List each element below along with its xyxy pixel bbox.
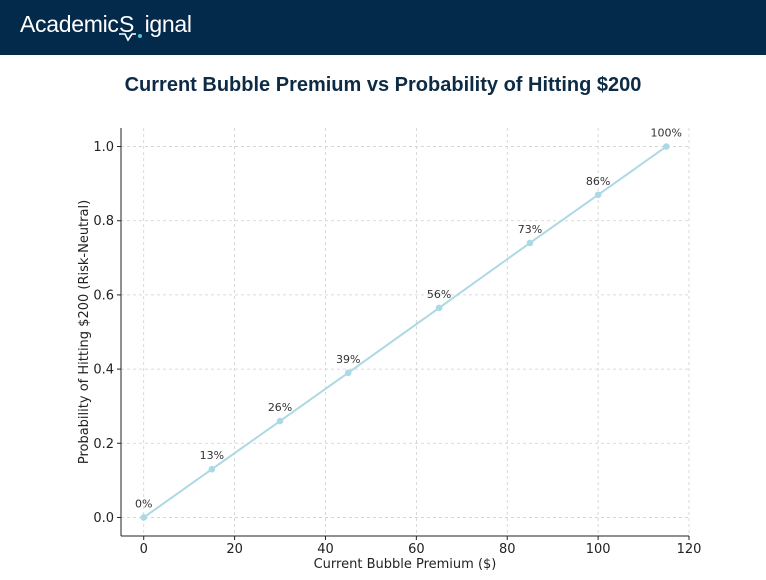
y-tick-label: 0.0 [93,511,114,526]
logo-signal-icon: S [118,10,145,44]
data-label: 26% [268,401,292,414]
y-tick-label: 0.2 [93,437,114,452]
y-axis-label: Probability of Hitting $200 (Risk-Neutra… [77,200,92,464]
data-point [344,369,352,377]
data-points [140,143,670,521]
series-line [143,145,667,519]
data-label: 100% [651,127,682,140]
logo-text-academic: Academic [20,11,119,37]
data-point [594,191,602,199]
data-label: 86% [586,175,610,188]
x-tick-label: 100 [586,542,611,557]
data-point [526,239,534,247]
data-point [140,514,148,521]
data-label: 56% [427,288,451,301]
x-tick-label: 60 [408,542,425,557]
x-tick-label: 40 [317,542,334,557]
y-tick-label: 0.6 [93,288,114,303]
x-tick-label: 20 [226,542,243,557]
data-point [662,143,670,150]
axes [117,128,690,540]
x-axis-label: Current Bubble Premium ($) [314,557,497,572]
data-point [208,465,216,473]
tick-labels: 0 20 40 60 80 100 120 0.0 0.2 0.4 0.6 0.8 1.0 [93,140,701,557]
header-bar: Academic S ignal [0,0,766,55]
logo-text-signal: ignal [144,11,192,37]
y-tick-label: 1.0 [93,140,114,155]
svg-text:S: S [119,11,134,37]
x-tick-label: 120 [677,542,702,557]
data-label: 73% [518,223,542,236]
data-labels: 0% 13% 26% 39% 56% 73% 86% 100% [135,127,682,511]
y-tick-label: 0.4 [93,363,114,378]
gridlines [121,128,690,536]
x-tick-label: 0 [140,542,148,557]
academic-signal-logo[interactable]: Academic S ignal [20,10,192,44]
data-label: 39% [336,353,360,366]
x-tick-label: 80 [499,542,516,557]
data-point [276,417,284,425]
y-tick-label: 0.8 [93,214,114,229]
data-point [435,304,443,312]
data-label: 0% [135,497,152,510]
chart-title: Current Bubble Premium vs Probability of… [124,74,642,96]
data-label: 13% [200,449,224,462]
